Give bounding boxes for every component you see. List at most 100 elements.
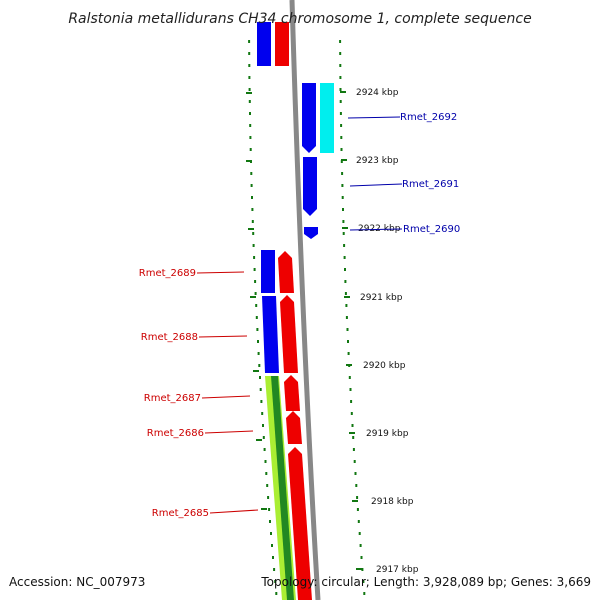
tick-ring: 2924 kbp 2923 kbp 2922 kbp 2921 kbp 2920… <box>340 88 419 575</box>
guide-dot <box>253 256 256 259</box>
guide-dot <box>342 232 345 235</box>
guide-dot <box>340 160 343 163</box>
guide-dot <box>268 508 271 511</box>
summary-text: Topology: circular; Length: 3,928,089 bp… <box>260 575 591 589</box>
guide-dot <box>264 460 267 463</box>
cds-forward[interactable] <box>303 157 317 216</box>
gc-skew-band-dark <box>271 376 294 600</box>
guide-dot <box>269 520 271 523</box>
guide-dot <box>351 424 354 427</box>
guide-dot <box>248 40 251 43</box>
guide-dot <box>249 124 252 127</box>
guide-dot <box>344 280 347 283</box>
guide-dot <box>339 76 342 79</box>
guide-dot <box>272 556 274 559</box>
tick-label: 2921 kbp <box>360 293 403 303</box>
gene-label-reverse[interactable]: Rmet_2688 <box>141 332 198 343</box>
guide-dot <box>252 244 255 247</box>
cds-forward[interactable] <box>302 83 316 153</box>
guide-dot <box>258 364 261 367</box>
guide-dot <box>339 40 342 43</box>
guide-dot <box>248 76 251 79</box>
guide-dot <box>358 532 361 535</box>
guide-dot <box>344 268 346 271</box>
guide-dot <box>353 460 356 463</box>
map-title: Ralstonia metallidurans CH34 chromosome … <box>68 11 531 27</box>
cds-forward[interactable] <box>304 227 318 239</box>
guide-dot <box>275 592 278 595</box>
guide-dot <box>255 316 258 319</box>
guide-dot <box>255 304 258 307</box>
tick-label: 2919 kbp <box>366 429 409 439</box>
gene-label-reverse[interactable]: Rmet_2687 <box>144 393 201 404</box>
cds-forward[interactable] <box>257 22 271 66</box>
guide-dot <box>253 268 256 271</box>
guide-dot <box>251 196 253 199</box>
guide-dot <box>357 520 360 523</box>
guide-dot <box>262 436 265 439</box>
guide-dot <box>274 580 277 583</box>
guide-dot <box>271 544 273 547</box>
cds-reverse[interactable] <box>278 251 294 293</box>
cds-reverse[interactable] <box>280 295 298 373</box>
cds-forward-alt[interactable] <box>320 83 334 153</box>
gene-label-reverse[interactable]: Rmet_2689 <box>139 268 196 279</box>
guide-dot <box>254 292 257 295</box>
guide-dot <box>342 220 345 223</box>
guide-dot <box>342 208 344 211</box>
tick-label: 2920 kbp <box>363 361 406 371</box>
guide-dot <box>363 592 366 595</box>
guide-dot <box>341 196 344 199</box>
tick-label: 2924 kbp <box>356 88 399 98</box>
guide-dot <box>348 376 351 379</box>
guide-dot <box>339 64 342 67</box>
guide-dot <box>257 352 260 355</box>
guide-dot <box>339 100 342 103</box>
gene-label-reverse[interactable]: Rmet_2686 <box>147 428 204 439</box>
guide-dot <box>273 568 276 571</box>
guide-dot <box>249 148 252 151</box>
guide-dot <box>256 328 259 331</box>
guide-dot <box>352 448 355 451</box>
guide-dot <box>343 256 346 259</box>
gene-label-reverse[interactable]: Rmet_2685 <box>152 508 209 519</box>
guide-dot <box>361 568 364 571</box>
cds-reverse[interactable] <box>284 375 300 411</box>
guide-dot <box>265 472 268 475</box>
guide-dot <box>360 556 363 559</box>
backbone-line <box>289 0 321 600</box>
cds-forward[interactable] <box>261 250 275 293</box>
guide-dot <box>250 184 253 187</box>
guide-dot <box>250 172 253 175</box>
guide-dot <box>249 136 252 139</box>
inner-tick-ring <box>246 92 267 510</box>
guide-dot <box>261 412 264 415</box>
gene-label-forward[interactable]: Rmet_2692 <box>400 112 457 123</box>
tick-label: 2918 kbp <box>371 497 414 507</box>
guide-dot <box>248 100 251 103</box>
guide-dot <box>263 448 266 451</box>
guide-dot <box>257 340 259 343</box>
guide-dot <box>339 88 342 91</box>
guide-dot <box>248 64 251 67</box>
gene-label-forward[interactable]: Rmet_2691 <box>402 179 459 190</box>
guide-dot <box>259 376 261 379</box>
guide-dot <box>259 388 262 391</box>
cds-reverse[interactable] <box>288 447 312 600</box>
guide-dot <box>248 88 251 91</box>
cds-forward[interactable] <box>262 296 279 373</box>
guide-dot <box>341 172 344 175</box>
cds-reverse[interactable] <box>275 22 289 66</box>
gene-label-forward[interactable]: Rmet_2690 <box>403 224 460 235</box>
guide-dot <box>346 328 349 331</box>
guide-dot <box>262 424 264 427</box>
label-leaders <box>196 116 403 514</box>
tick-label: 2917 kbp <box>376 565 419 575</box>
guide-dot <box>249 112 251 115</box>
guide-dot <box>343 244 346 247</box>
guide-dot <box>354 472 357 475</box>
guide-dot <box>350 412 353 415</box>
guide-dot <box>340 136 343 139</box>
guide-dot <box>248 52 251 55</box>
cds-reverse[interactable] <box>286 411 302 444</box>
